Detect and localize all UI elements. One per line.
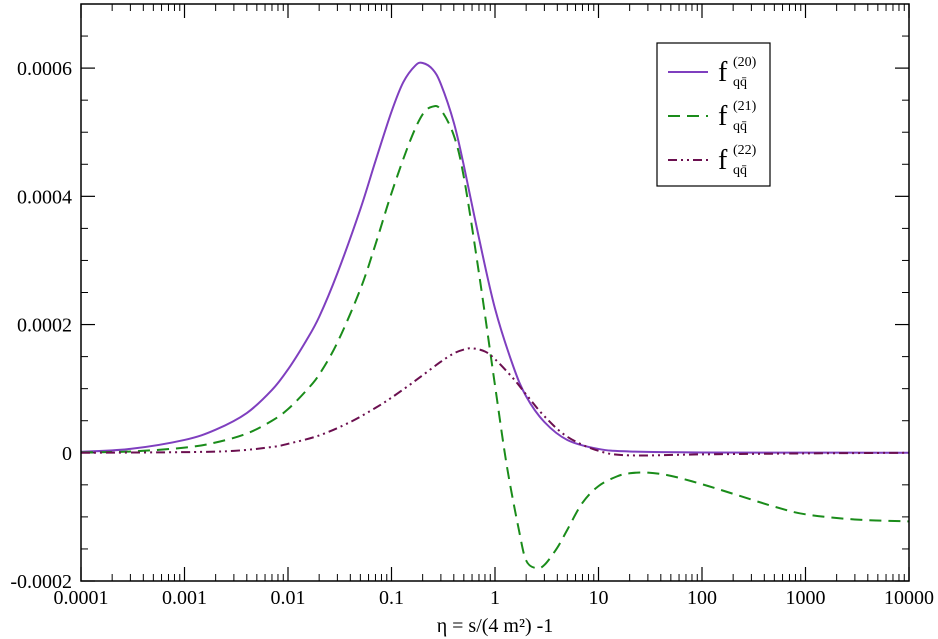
series-line-2 [80, 105, 910, 570]
legend-box [656, 42, 771, 187]
legend: f (20) qq̄ f (21) qq̄ f (22) qq̄ [656, 42, 771, 187]
legend-sub-1: qq̄ [733, 75, 747, 90]
x-axis-ticks: 0.0001 0.001 0.01 0.1 1 10 100 1000 10000 [54, 4, 934, 609]
x-tick-label: 10000 [884, 587, 934, 609]
legend-label-2: f [718, 101, 728, 132]
x-tick-label: 0.0001 [54, 587, 109, 609]
legend-sub-2: qq̄ [733, 119, 747, 134]
x-tick-label: 100 [687, 587, 717, 609]
series-layer [80, 61, 910, 570]
legend-sup-2: (21) [733, 99, 757, 114]
x-tick-label: 10 [589, 587, 609, 609]
y-tick-label: -0.0002 [10, 571, 72, 593]
y-tick-label: 0.0004 [17, 186, 72, 208]
x-tick-label: 1 [490, 587, 500, 609]
x-tick-label: 0.01 [271, 587, 306, 609]
y-axis-ticks: -0.0002 0 0.0002 0.0004 0.0006 [10, 3, 909, 593]
plot-frame [80, 3, 910, 582]
legend-sub-3: qq̄ [733, 163, 747, 178]
legend-sup-1: (20) [733, 55, 757, 70]
y-tick-label: 0.0002 [17, 315, 72, 337]
x-tick-label: 0.1 [379, 587, 404, 609]
x-axis-title: η = s/(4 m²) -1 [437, 615, 554, 637]
y-tick-label: 0.0006 [17, 58, 72, 80]
series-line-3 [80, 347, 910, 457]
y-tick-label: 0 [62, 443, 72, 465]
legend-sup-3: (22) [733, 143, 757, 158]
x-tick-label: 0.001 [162, 587, 207, 609]
legend-label-3: f [718, 145, 728, 176]
x-tick-label: 1000 [786, 587, 826, 609]
series-line-1 [80, 61, 910, 454]
legend-label-1: f [718, 57, 728, 88]
